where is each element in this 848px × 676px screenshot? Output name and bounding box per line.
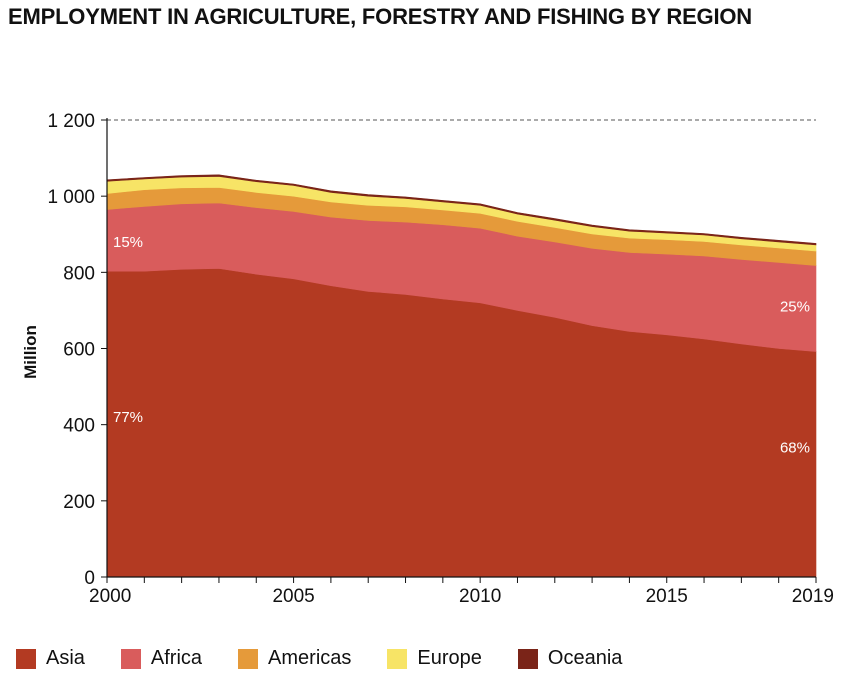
- annotation-africa-2019: 25%: [780, 299, 810, 316]
- annotation-asia-2000: 77%: [113, 409, 143, 426]
- labels-layer: 77% 15% 68% 25%: [113, 234, 810, 457]
- legend-swatch-africa: [120, 648, 141, 669]
- y-tick-label-0: 0: [84, 568, 95, 589]
- legend-label-asia: Asia: [46, 647, 85, 669]
- legend-label-americas: Americas: [268, 647, 352, 669]
- y-tick-label-800: 800: [63, 263, 95, 284]
- legend-label-europe: Europe: [417, 647, 482, 669]
- y-tick-label-1200: 1 200: [47, 111, 95, 132]
- legend-swatch-oceania: [517, 648, 538, 669]
- y-tick-label-600: 600: [63, 340, 95, 361]
- x-tick-label-2005: 2005: [272, 586, 314, 607]
- legend-item-oceania: Oceania: [517, 647, 623, 670]
- x-tick-label-2010: 2010: [459, 586, 501, 607]
- x-tick-label-2015: 2015: [646, 586, 688, 607]
- legend-swatch-americas: [238, 648, 259, 669]
- annotation-africa-2000: 15%: [113, 234, 143, 251]
- y-axis-title: Million: [21, 325, 40, 379]
- legend: Asia Africa Americas Europe Oceania: [16, 647, 658, 670]
- legend-label-oceania: Oceania: [547, 647, 623, 669]
- legend-item-europe: Europe: [387, 647, 482, 670]
- legend-item-africa: Africa: [120, 647, 203, 670]
- legend-item-asia: Asia: [16, 647, 85, 670]
- legend-item-americas: Americas: [238, 647, 351, 670]
- legend-swatch-asia: [16, 648, 36, 669]
- areas-layer: [106, 174, 817, 578]
- legend-swatch-europe: [387, 648, 408, 669]
- legend-label-africa: Africa: [150, 647, 203, 669]
- x-tick-label-2019: 2019: [792, 586, 834, 607]
- annotation-asia-2019: 68%: [780, 440, 810, 457]
- stacked-area-chart: 0 200 400 600 800 1 000 1 200 2000 2005 2010 2015 2…: [21, 111, 834, 607]
- axis-layer: 0 200 400 600 800 1 000 1 200 2000 2005 2010 2015 2…: [47, 111, 834, 607]
- y-tick-label-1000: 1 000: [47, 187, 95, 208]
- y-tick-label-200: 200: [63, 492, 95, 513]
- area-oceania: [106, 174, 817, 246]
- y-tick-label-400: 400: [63, 416, 95, 437]
- x-tick-label-2000: 2000: [89, 586, 131, 607]
- chart-title: EMPLOYMENT IN AGRICULTURE, FORESTRY AND …: [8, 4, 752, 29]
